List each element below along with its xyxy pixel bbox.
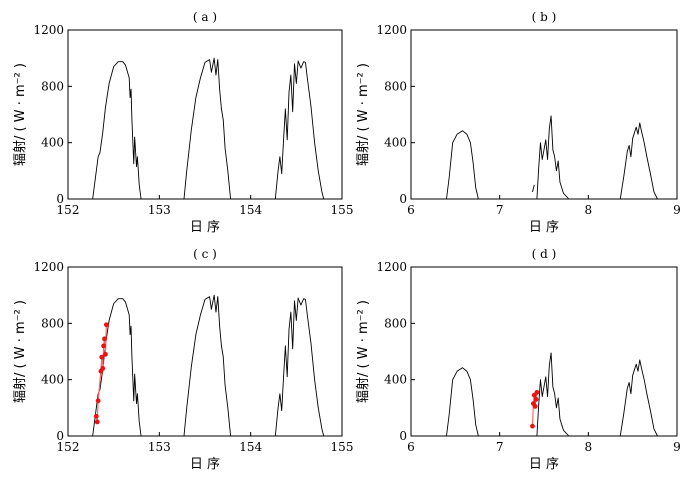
y-axis-title-c: 辐射/ ( W · m⁻² ) (12, 300, 28, 403)
y-tick-label-a: 0 (56, 192, 64, 206)
y-tick-label-c: 1200 (33, 260, 64, 274)
panel-title-a: ( a ) (193, 10, 217, 24)
plot-frame-b (410, 29, 678, 200)
x-tick-label-d: 7 (496, 440, 504, 454)
y-tick-label-c: 400 (41, 373, 64, 387)
x-tick-label-c: 153 (148, 440, 171, 454)
x-axis-title-c: 日 序 (190, 457, 220, 472)
plot-frame-d (410, 266, 678, 437)
x-tick-label-d: 8 (585, 440, 593, 454)
panel-b: 0 400 800 1200 6 7 8 9 ( b ) 日 序 辐射/ ( W · m⁻² ) (355, 10, 681, 235)
y-tick-label-b: 800 (384, 79, 407, 93)
panel-d: 0 400 800 1200 6 7 8 9 ( d ) 日 序 辐射/ ( W · m⁻² ) (355, 247, 681, 472)
y-tick-label-a: 800 (41, 79, 64, 93)
y-tick-label-b: 0 (399, 192, 407, 206)
highlight-point-c (99, 354, 105, 360)
x-tick-label-c: 155 (331, 440, 354, 454)
radiation-series-line-a (92, 61, 142, 200)
radiation-series-line-d (536, 352, 570, 437)
highlight-point-c (102, 336, 107, 342)
highlight-point-c (103, 322, 109, 328)
x-tick-label-a: 152 (57, 203, 80, 217)
plot-frame-a (67, 29, 343, 200)
highlight-point-c (103, 351, 108, 357)
panel-a: 0 400 800 1200 152 153 154 155 ( a ) 日 序 辐射/ ( W ·… (12, 10, 353, 235)
y-axis-title-d: 辐射/ ( W · m⁻² ) (355, 300, 371, 403)
y-tick-label-c: 800 (41, 316, 64, 330)
plot-frame-c (67, 266, 343, 437)
y-tick-label-a: 400 (41, 136, 64, 150)
x-tick-label-a: 154 (239, 203, 262, 217)
highlight-point-c (94, 419, 100, 425)
radiation-series-line-b (446, 130, 479, 200)
x-tick-label-c: 152 (57, 440, 80, 454)
x-axis-title-b: 日 序 (529, 220, 559, 235)
y-tick-label-b: 400 (384, 136, 407, 150)
x-tick-label-b: 6 (407, 203, 415, 217)
highlight-point-c (101, 343, 107, 349)
panel-title-b: ( b ) (532, 10, 557, 24)
y-axis-title-a: 辐射/ ( W · m⁻² ) (12, 63, 28, 166)
panel-title-c: ( c ) (193, 247, 217, 261)
y-tick-label-d: 1200 (376, 260, 407, 274)
radiation-series-line-d (446, 367, 479, 437)
y-axis-title-b: 辐射/ ( W · m⁻² ) (355, 63, 371, 166)
y-tick-label-d: 0 (399, 429, 407, 443)
x-tick-label-a: 155 (331, 203, 354, 217)
highlight-point-c (93, 413, 99, 419)
x-tick-label-a: 153 (148, 203, 171, 217)
y-tick-label-d: 800 (384, 316, 407, 330)
y-tick-label-a: 1200 (33, 23, 64, 37)
highlight-point-c (95, 398, 101, 404)
y-tick-label-b: 1200 (376, 23, 407, 37)
x-tick-label-b: 7 (496, 203, 504, 217)
radiation-series-line-b (619, 122, 658, 200)
x-tick-label-b: 8 (585, 203, 593, 217)
x-tick-label-b: 9 (673, 203, 681, 217)
radiation-series-line-b (536, 115, 570, 200)
panel-title-d: ( d ) (532, 247, 557, 261)
radiation-series-line-d (619, 359, 658, 437)
radiation-series-line-c (274, 297, 325, 437)
highlight-point-d (532, 404, 538, 409)
radiation-series-line-a (274, 60, 325, 200)
radiation-series-line-b (532, 184, 535, 193)
highlight-point-d (530, 423, 535, 429)
highlight-point-d (534, 389, 540, 395)
panel-c: 0 400 800 1200 152 153 154 155 ( c ) 日 序 辐射/ ( W ·… (12, 247, 353, 472)
x-axis-title-d: 日 序 (529, 457, 559, 472)
highlight-point-d (533, 396, 539, 402)
x-tick-label-d: 6 (407, 440, 415, 454)
x-tick-label-c: 154 (239, 440, 262, 454)
radiation-series-line-a (183, 57, 232, 200)
x-axis-title-a: 日 序 (190, 220, 220, 235)
highlight-point-c (100, 366, 106, 371)
radiation-series-line-c (183, 294, 232, 437)
y-tick-label-c: 0 (56, 429, 64, 443)
y-tick-label-d: 400 (384, 373, 407, 387)
x-tick-label-d: 9 (673, 440, 681, 454)
radiation-series-line-c (92, 298, 142, 437)
